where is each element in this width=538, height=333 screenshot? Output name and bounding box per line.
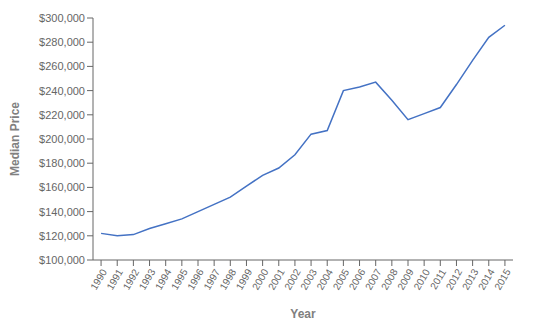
svg-text:$160,000: $160,000 xyxy=(39,181,85,193)
svg-text:2011: 2011 xyxy=(427,267,449,292)
svg-text:1996: 1996 xyxy=(185,267,206,292)
svg-text:1991: 1991 xyxy=(104,267,126,292)
svg-text:2014: 2014 xyxy=(476,267,497,292)
svg-text:$240,000: $240,000 xyxy=(39,85,85,97)
svg-text:2002: 2002 xyxy=(282,267,303,292)
svg-text:2013: 2013 xyxy=(459,267,481,292)
svg-text:$220,000: $220,000 xyxy=(39,109,85,121)
svg-text:2010: 2010 xyxy=(411,267,432,292)
svg-text:2000: 2000 xyxy=(249,267,271,292)
svg-text:2012: 2012 xyxy=(443,267,465,292)
svg-text:2015: 2015 xyxy=(492,267,513,292)
svg-text:1998: 1998 xyxy=(217,267,239,292)
svg-text:1994: 1994 xyxy=(152,267,174,292)
svg-text:2009: 2009 xyxy=(395,267,416,292)
svg-text:$100,000: $100,000 xyxy=(39,254,85,266)
svg-text:1992: 1992 xyxy=(120,267,142,292)
svg-text:2007: 2007 xyxy=(362,267,384,292)
svg-text:$280,000: $280,000 xyxy=(39,36,85,48)
svg-text:1993: 1993 xyxy=(136,267,158,292)
svg-text:Median Price: Median Price xyxy=(8,102,22,176)
svg-text:Year: Year xyxy=(290,307,316,321)
svg-text:1990: 1990 xyxy=(88,267,109,292)
svg-text:1995: 1995 xyxy=(169,267,190,292)
svg-text:2005: 2005 xyxy=(330,267,352,292)
svg-text:2008: 2008 xyxy=(379,267,400,292)
svg-text:$120,000: $120,000 xyxy=(39,230,85,242)
svg-text:$180,000: $180,000 xyxy=(39,157,85,169)
svg-text:$140,000: $140,000 xyxy=(39,206,85,218)
svg-text:$260,000: $260,000 xyxy=(39,60,85,72)
svg-text:$200,000: $200,000 xyxy=(39,133,85,145)
svg-text:$300,000: $300,000 xyxy=(39,12,85,24)
svg-text:1997: 1997 xyxy=(201,267,222,292)
svg-text:2003: 2003 xyxy=(298,267,319,292)
svg-text:2004: 2004 xyxy=(314,267,336,292)
svg-text:2001: 2001 xyxy=(266,267,287,292)
svg-text:1999: 1999 xyxy=(233,267,255,292)
svg-text:2006: 2006 xyxy=(346,267,368,292)
